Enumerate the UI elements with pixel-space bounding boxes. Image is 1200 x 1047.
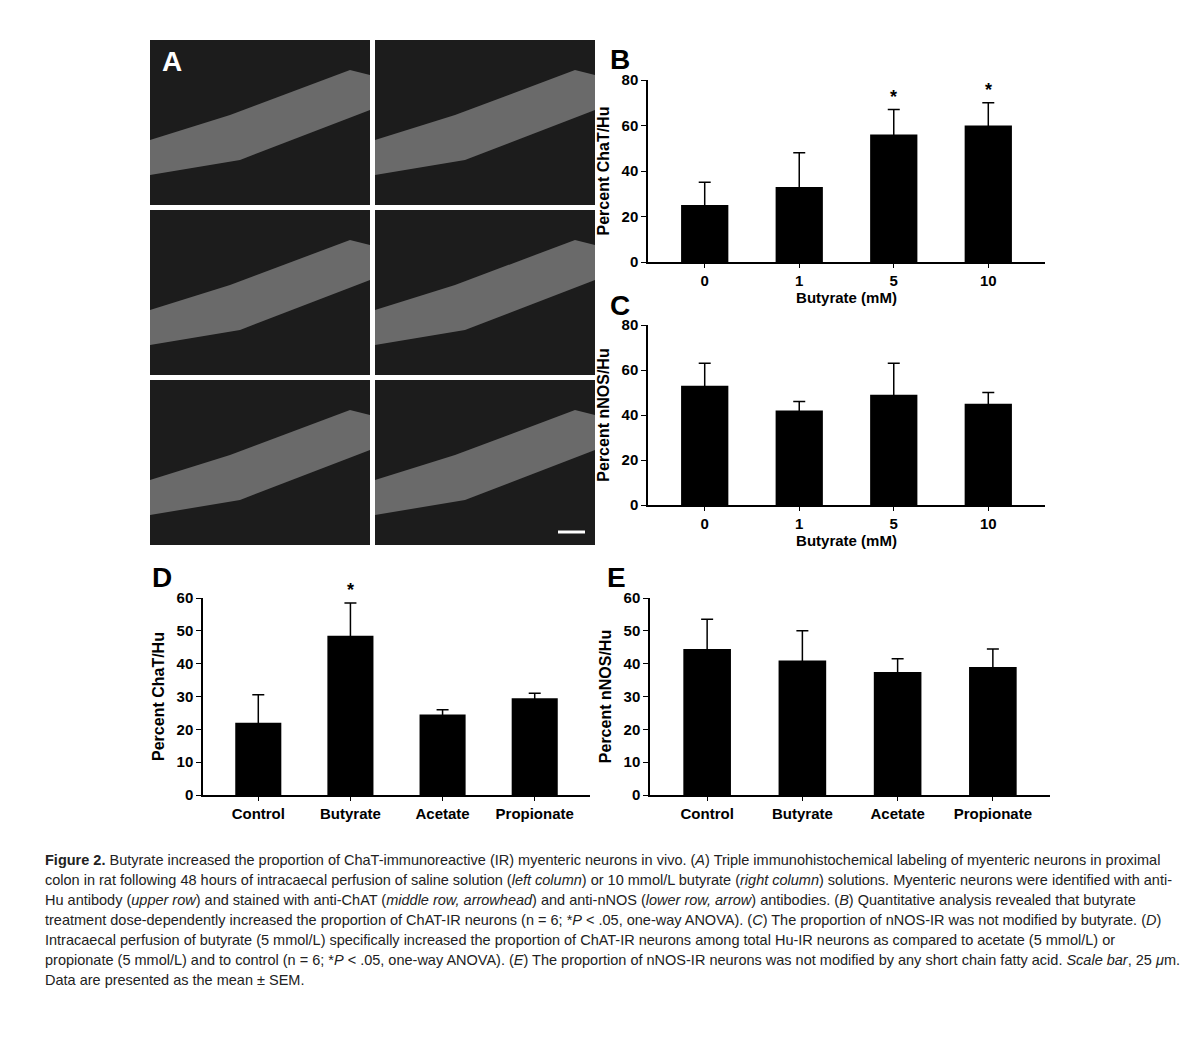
svg-text:50: 50 xyxy=(177,622,194,639)
svg-text:Butyrate (mM): Butyrate (mM) xyxy=(796,289,897,306)
svg-text:40: 40 xyxy=(622,162,639,179)
svg-text:1: 1 xyxy=(795,515,803,532)
svg-text:60: 60 xyxy=(624,589,641,606)
svg-text:0: 0 xyxy=(701,272,709,289)
svg-text:0: 0 xyxy=(701,515,709,532)
svg-text:40: 40 xyxy=(622,406,639,423)
svg-text:Percent ChaT/Hu: Percent ChaT/Hu xyxy=(150,632,167,761)
svg-text:10: 10 xyxy=(980,272,997,289)
svg-text:*: * xyxy=(347,580,354,600)
svg-text:5: 5 xyxy=(890,272,898,289)
svg-text:Control: Control xyxy=(232,805,285,822)
svg-text:Percent nNOS/Hu: Percent nNOS/Hu xyxy=(597,630,614,763)
svg-text:60: 60 xyxy=(622,117,639,134)
svg-text:40: 40 xyxy=(624,655,641,672)
svg-text:10: 10 xyxy=(980,515,997,532)
svg-text:80: 80 xyxy=(622,71,639,88)
svg-text:*: * xyxy=(985,80,992,100)
svg-text:A: A xyxy=(162,46,182,77)
html-text:Figure 2. Butyrate increased t: Figure 2. Butyrate increased the proport… xyxy=(45,852,1180,988)
svg-text:20: 20 xyxy=(622,208,639,225)
svg-text:Propionate: Propionate xyxy=(954,805,1032,822)
svg-text:Acetate: Acetate xyxy=(415,805,469,822)
svg-text:60: 60 xyxy=(177,589,194,606)
svg-text:1: 1 xyxy=(795,272,803,289)
svg-text:10: 10 xyxy=(624,753,641,770)
svg-text:30: 30 xyxy=(624,688,641,705)
svg-text:Acetate: Acetate xyxy=(871,805,925,822)
svg-text:Propionate: Propionate xyxy=(496,805,574,822)
svg-text:5: 5 xyxy=(890,515,898,532)
svg-text:0: 0 xyxy=(630,253,638,270)
svg-text:0: 0 xyxy=(185,786,193,803)
svg-text:30: 30 xyxy=(177,688,194,705)
svg-text:Butyrate (mM): Butyrate (mM) xyxy=(796,532,897,549)
svg-text:C: C xyxy=(610,290,630,321)
svg-text:Percent ChaT/Hu: Percent ChaT/Hu xyxy=(595,107,612,236)
svg-text:Butyrate: Butyrate xyxy=(320,805,381,822)
svg-text:20: 20 xyxy=(177,721,194,738)
svg-text:Percent nNOS/Hu: Percent nNOS/Hu xyxy=(595,348,612,481)
svg-text:0: 0 xyxy=(630,496,638,513)
svg-text:D: D xyxy=(152,562,172,593)
svg-text:B: B xyxy=(610,44,630,75)
svg-text:20: 20 xyxy=(624,721,641,738)
svg-text:80: 80 xyxy=(622,316,639,333)
svg-text:10: 10 xyxy=(177,753,194,770)
svg-text:40: 40 xyxy=(177,655,194,672)
svg-text:Control: Control xyxy=(680,805,733,822)
svg-text:*: * xyxy=(890,87,897,107)
svg-text:60: 60 xyxy=(622,361,639,378)
svg-text:E: E xyxy=(607,562,626,593)
svg-text:0: 0 xyxy=(632,786,640,803)
svg-text:50: 50 xyxy=(624,622,641,639)
svg-text:Butyrate: Butyrate xyxy=(772,805,833,822)
svg-text:20: 20 xyxy=(622,451,639,468)
